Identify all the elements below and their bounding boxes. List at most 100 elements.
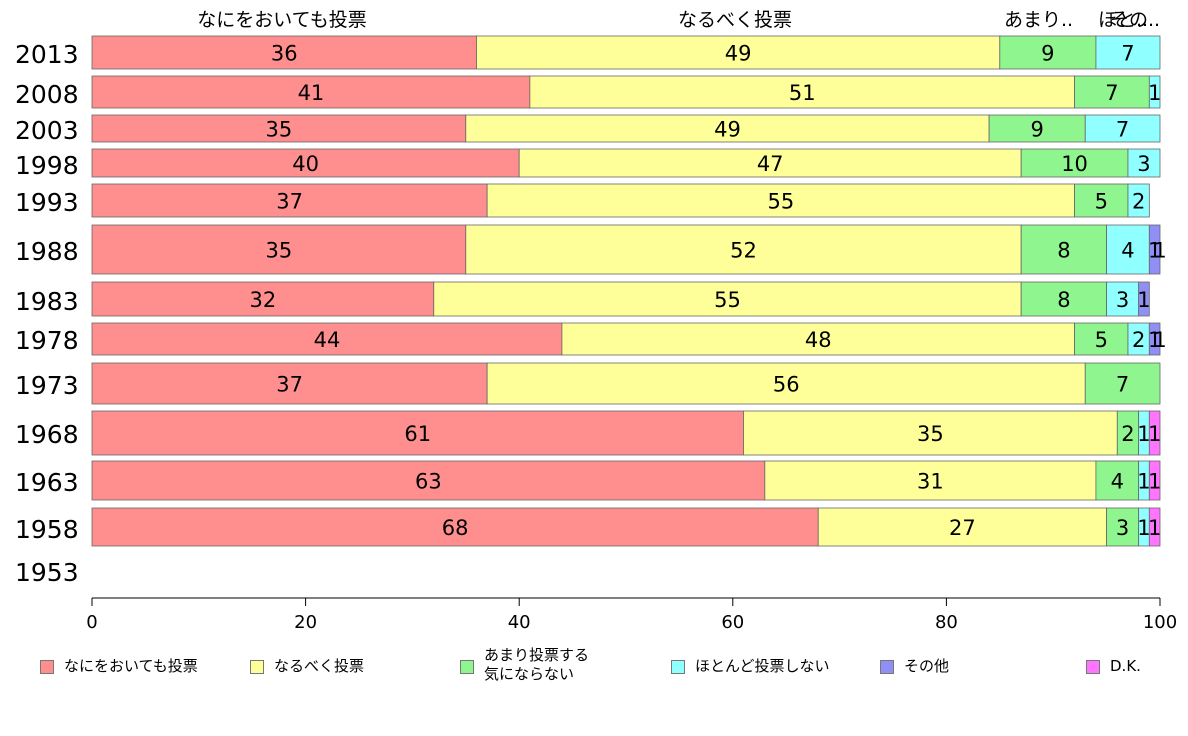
y-tick-label: 2003 (15, 116, 79, 145)
bar-segment (1020, 281, 1107, 317)
bar-value-label: 49 (725, 42, 752, 66)
bar-value-label: 1 (1137, 422, 1150, 446)
bar-value-label: 1 (1137, 288, 1150, 312)
bar-value-label: 68 (442, 516, 469, 540)
bar-segment (1095, 460, 1140, 501)
bar-value-label: 5 (1095, 190, 1108, 214)
legend-swatch (40, 660, 54, 674)
top-segment-label: あまり.. (1004, 9, 1073, 31)
bar-segment (1138, 281, 1150, 317)
x-tick-label: 0 (86, 612, 97, 633)
bar-segment (561, 322, 1075, 356)
bar-segment (1084, 114, 1161, 143)
bar-value-label: 1 (1148, 470, 1161, 494)
bar-value-label: 1 (1148, 328, 1161, 352)
bar-segment (1148, 224, 1161, 275)
legend-swatch (880, 660, 894, 674)
bar-value-label: 32 (250, 288, 277, 312)
top-segment-label: ほと.. (1098, 9, 1148, 31)
bar-segment (91, 75, 531, 109)
bar-value-label: 27 (949, 516, 976, 540)
legend-item: あまり投票する 気にならない (460, 646, 589, 684)
bar-value-label: 61 (404, 422, 431, 446)
bar-segment (1127, 148, 1161, 178)
legend-item: なるべく投票 (250, 657, 364, 676)
y-tick-label: 1988 (15, 237, 79, 266)
bar-segment (1020, 224, 1107, 275)
bar-value-label: 10 (1061, 152, 1088, 176)
y-tick-label: 1998 (15, 151, 79, 180)
y-tick-label: 2008 (15, 80, 79, 109)
legend-item: なにをおいても投票 (40, 657, 198, 676)
bar-segment (529, 75, 1075, 109)
bar-value-label: 1 (1148, 516, 1161, 540)
bar-segment (91, 224, 467, 275)
y-tick-label: 2013 (15, 40, 79, 69)
bar-segment (91, 507, 819, 547)
bar-value-label: 3 (1116, 516, 1129, 540)
y-tick-label: 1973 (15, 371, 79, 400)
bar-value-label: 8 (1057, 288, 1070, 312)
legend-item: ほとんど投票しない (671, 657, 830, 676)
legend-swatch (671, 660, 685, 674)
x-tick-label: 40 (508, 612, 531, 633)
y-tick-label: 1958 (15, 515, 79, 544)
bar-value-label: 35 (266, 239, 293, 263)
x-tick-label: 20 (294, 612, 317, 633)
legend-label: その他 (904, 657, 950, 675)
legend-label: なるべく投票 (274, 657, 365, 675)
bar-segment (1106, 507, 1140, 547)
y-tick-label: 1983 (15, 287, 79, 316)
bar-value-label: 55 (714, 288, 741, 312)
bar-value-label: 9 (1030, 118, 1043, 142)
bar-value-label: 1 (1148, 81, 1161, 105)
bar-value-label: 2 (1121, 422, 1134, 446)
bar-segment (1020, 148, 1129, 178)
bar-segment (1148, 322, 1161, 356)
bar-segment (91, 322, 563, 356)
bar-value-label: 55 (767, 190, 794, 214)
bar-segment (1074, 322, 1129, 356)
bar-segment (1074, 75, 1150, 109)
bar-value-label: 3 (1137, 152, 1150, 176)
bar-segment (465, 224, 1022, 275)
bar-value-label: 1 (1137, 470, 1150, 494)
bar-value-label: 63 (415, 470, 442, 494)
bar-value-label: 48 (805, 328, 832, 352)
bar-segment (1148, 410, 1161, 456)
bar-value-label: 7 (1116, 118, 1129, 142)
bar-segment (1148, 460, 1161, 501)
bar-segment (1084, 362, 1161, 405)
bar-value-label: 1 (1137, 516, 1150, 540)
bar-segment (1127, 183, 1150, 218)
bar-value-label: 51 (789, 81, 816, 105)
y-tick-label: 1963 (15, 468, 79, 497)
bar-value-label: 41 (298, 81, 325, 105)
legend-label: なにをおいても投票 (64, 657, 198, 675)
legend-item: その他 (880, 657, 949, 676)
bar-segment (817, 507, 1107, 547)
bar-value-label: 1 (1148, 422, 1161, 446)
bar-segment (91, 362, 488, 405)
bar-segment (1074, 183, 1129, 218)
bar-value-label: 1 (1148, 239, 1161, 263)
bar-value-label: 36 (271, 42, 298, 66)
legend-swatch (250, 660, 264, 674)
y-tick-label: 1968 (15, 420, 79, 449)
legend-swatch (460, 660, 474, 674)
bar-segment (1106, 281, 1140, 317)
bar-segment (743, 410, 1118, 456)
top-segment-label: その.. (1110, 9, 1160, 31)
bar-value-label: 56 (773, 373, 800, 397)
bar-segment (433, 281, 1022, 317)
bar-value-label: 2 (1132, 190, 1145, 214)
bar-segment (1148, 75, 1161, 109)
bar-segment (486, 362, 1086, 405)
bar-value-label: 37 (276, 190, 303, 214)
top-segment-label: なるべく投票 (678, 9, 792, 31)
bar-value-label: 35 (266, 118, 293, 142)
bar-segment (465, 114, 990, 143)
bar-segment (1106, 224, 1150, 275)
y-tick-label: 1993 (15, 188, 79, 217)
